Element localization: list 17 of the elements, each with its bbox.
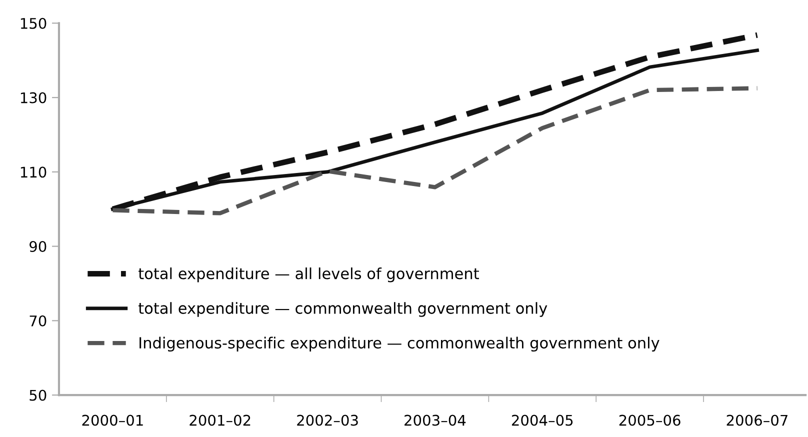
x-tick-label: 2002–03 <box>297 414 358 426</box>
y-tick-label: 50 <box>30 390 46 401</box>
y-tick-label: 130 <box>20 92 46 104</box>
line-series <box>110 86 760 216</box>
legend-label: total expenditure — commonwealth government only <box>138 302 548 317</box>
x-tick-label: 2005–06 <box>619 414 680 426</box>
x-tick-label: 2000–01 <box>82 414 143 426</box>
x-tick-label: 2004–05 <box>512 414 573 426</box>
x-tick-label: 2001–02 <box>190 414 250 426</box>
legend-label: total expenditure — all levels of government <box>138 267 479 282</box>
y-tick-label: 70 <box>30 315 46 326</box>
y-tick-label: 110 <box>20 166 46 178</box>
y-tick-label: 150 <box>20 18 46 29</box>
legend-label: Indigenous-specific expenditure — commonwealth government only <box>140 336 660 352</box>
x-tick-label: 2006–07 <box>726 414 788 426</box>
y-tick-label: 90 <box>30 241 46 252</box>
x-tick-label: 2003–04 <box>404 414 466 426</box>
